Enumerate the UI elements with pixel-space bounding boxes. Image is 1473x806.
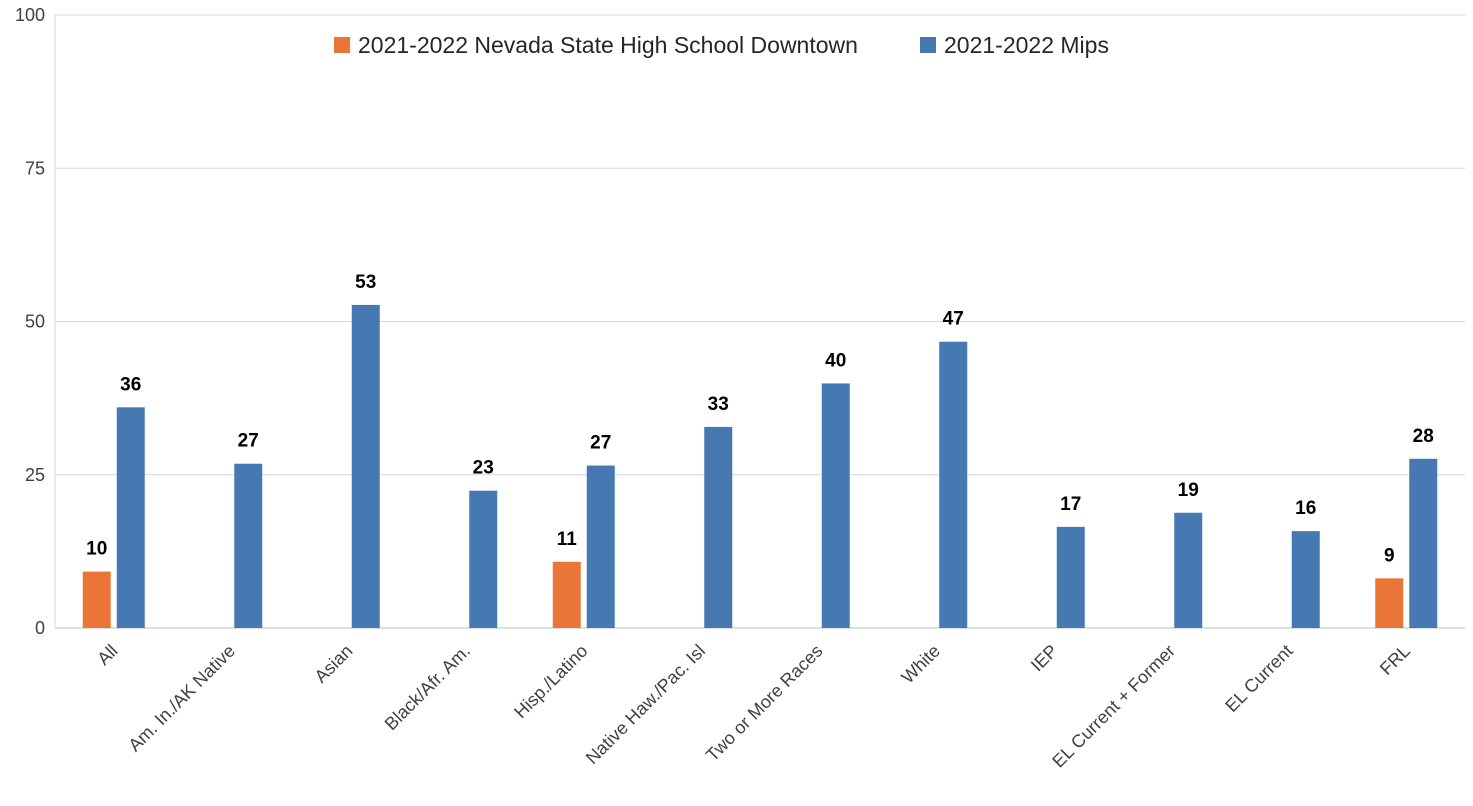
data-label: 9 xyxy=(1384,545,1395,566)
legend-swatch xyxy=(334,37,350,53)
data-label: 17 xyxy=(1060,494,1081,515)
bar-series-2 xyxy=(939,341,968,628)
bar-series-2 xyxy=(1056,526,1085,628)
data-label: 33 xyxy=(708,394,729,415)
bar-series-2 xyxy=(1291,531,1320,628)
y-tick-label: 100 xyxy=(15,5,45,25)
bar-series-2 xyxy=(469,490,498,628)
data-label: 11 xyxy=(557,529,578,550)
bar-series-2 xyxy=(586,465,615,628)
x-tick-label: Am. In./AK Native xyxy=(124,641,239,756)
y-tick-label: 50 xyxy=(25,312,45,332)
y-tick-label: 75 xyxy=(25,158,45,178)
x-tick-label: Native Haw./Pac. Isl xyxy=(582,641,709,768)
x-tick-label: Hisp./Latino xyxy=(510,641,591,722)
bar-series-1 xyxy=(82,571,111,628)
data-label: 19 xyxy=(1178,480,1199,501)
data-label: 47 xyxy=(943,309,964,330)
legend-label: 2021-2022 Mips xyxy=(944,32,1109,58)
y-tick-label: 0 xyxy=(35,618,45,638)
legend-label: 2021-2022 Nevada State High School Downt… xyxy=(358,32,858,58)
x-tick-label: All xyxy=(93,641,121,669)
x-tick-label: EL Current + Former xyxy=(1048,641,1179,772)
legend-swatch xyxy=(920,37,936,53)
data-labels: 10 11 9 36 27 53 23 27 33 40 47 17 19 16 28 xyxy=(86,272,1434,566)
bar-series-2 xyxy=(351,304,380,628)
bar-series-2 xyxy=(234,463,263,628)
data-label: 16 xyxy=(1295,498,1316,519)
data-label: 28 xyxy=(1413,426,1434,447)
bar-series-2 xyxy=(1409,458,1438,628)
x-tick-label: EL Current xyxy=(1221,641,1296,716)
x-tick-label: White xyxy=(897,641,944,688)
y-axis: 0 25 50 75 100 xyxy=(15,5,45,638)
x-tick-label: Asian xyxy=(311,641,357,687)
x-axis: All Am. In./AK Native Asian Black/Afr. Am. H… xyxy=(93,641,1414,772)
bar-series-2 xyxy=(116,407,145,628)
legend-item: 2021-2022 Nevada State High School Downt… xyxy=(334,32,858,58)
bar-series-2 xyxy=(704,426,733,628)
data-label: 40 xyxy=(825,350,846,371)
data-label: 53 xyxy=(355,272,376,293)
bar-series-1 xyxy=(552,561,581,628)
data-label: 27 xyxy=(238,431,259,452)
bar-series-2 xyxy=(821,383,850,628)
x-tick-label: Two or More Races xyxy=(702,641,826,765)
y-tick-label: 25 xyxy=(25,465,45,485)
data-label: 27 xyxy=(590,433,611,454)
x-tick-label: IEP xyxy=(1027,641,1062,676)
legend: 2021-2022 Nevada State High School Downt… xyxy=(334,32,1109,58)
data-label: 36 xyxy=(120,374,141,395)
data-label: 10 xyxy=(86,539,107,560)
x-tick-label: FRL xyxy=(1376,641,1414,679)
bar-series-1 xyxy=(1375,578,1404,628)
gridlines xyxy=(54,14,1465,629)
data-label: 23 xyxy=(473,458,494,479)
bars xyxy=(82,304,1438,628)
x-tick-label: Black/Afr. Am. xyxy=(381,641,474,734)
legend-item: 2021-2022 Mips xyxy=(920,32,1109,58)
bar-series-2 xyxy=(1174,512,1203,628)
